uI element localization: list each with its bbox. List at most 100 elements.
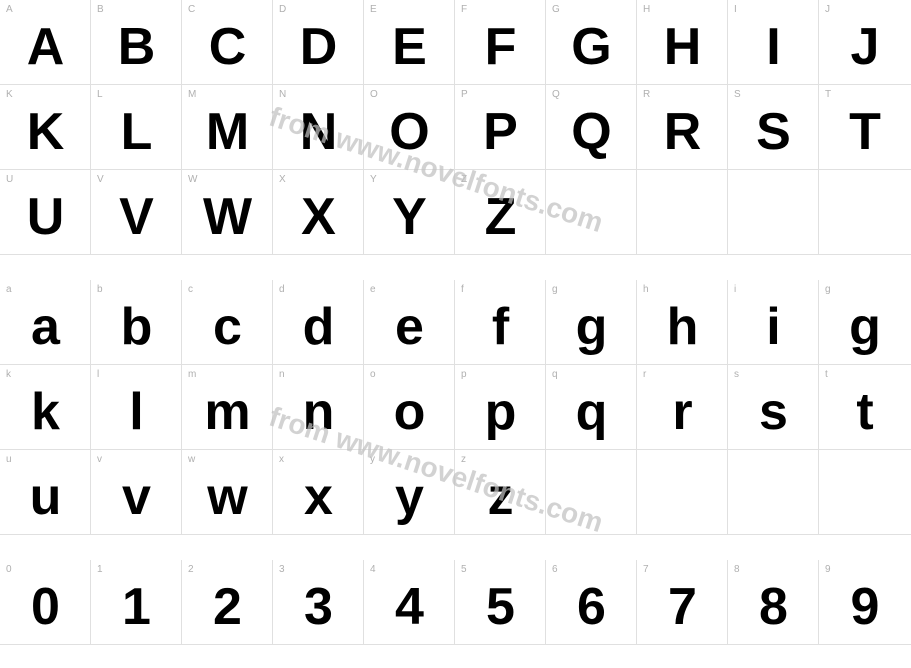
cell-label: q	[552, 369, 558, 380]
cell-glyph: U	[0, 170, 90, 254]
glyph-cell: YY	[364, 170, 455, 254]
cell-glyph: w	[182, 450, 272, 534]
cell-glyph: t	[819, 365, 910, 449]
cell-glyph: F	[455, 0, 545, 84]
glyph-cell	[728, 450, 819, 534]
glyph-cell: hh	[637, 280, 728, 364]
cell-glyph: K	[0, 85, 90, 169]
glyph-cell: pp	[455, 365, 546, 449]
cell-label: E	[370, 4, 377, 15]
cell-label: 7	[643, 564, 649, 575]
cell-label: b	[97, 284, 103, 295]
cell-glyph: f	[455, 280, 545, 364]
glyph-cell: ww	[182, 450, 273, 534]
cell-label: T	[825, 89, 831, 100]
cell-label: f	[461, 284, 464, 295]
cell-glyph: C	[182, 0, 272, 84]
glyph-cell	[728, 170, 819, 254]
cell-label: 6	[552, 564, 558, 575]
cell-label: P	[461, 89, 468, 100]
cell-label: 3	[279, 564, 285, 575]
cell-glyph: i	[728, 280, 818, 364]
glyph-cell: 88	[728, 560, 819, 644]
cell-glyph: 6	[546, 560, 636, 644]
cell-glyph: V	[91, 170, 181, 254]
cell-glyph: H	[637, 0, 727, 84]
cell-glyph: u	[0, 450, 90, 534]
cell-label: u	[6, 454, 12, 465]
glyph-cell: 44	[364, 560, 455, 644]
cell-glyph	[546, 170, 636, 254]
glyph-cell: HH	[637, 0, 728, 84]
cell-label: Y	[370, 174, 377, 185]
cell-label: U	[6, 174, 13, 185]
glyph-cell: uu	[0, 450, 91, 534]
cell-label: Z	[461, 174, 467, 185]
glyph-cell: JJ	[819, 0, 910, 84]
cell-label: v	[97, 454, 102, 465]
glyph-row: UUVVWWXXYYZZ	[0, 170, 911, 255]
glyph-cell: ZZ	[455, 170, 546, 254]
glyph-cell: vv	[91, 450, 182, 534]
cell-glyph: b	[91, 280, 181, 364]
cell-label: n	[279, 369, 285, 380]
cell-glyph: X	[273, 170, 363, 254]
glyph-cell: ll	[91, 365, 182, 449]
cell-label: w	[188, 454, 195, 465]
cell-glyph: 2	[182, 560, 272, 644]
cell-label: i	[734, 284, 736, 295]
cell-glyph: g	[819, 280, 910, 364]
cell-label: a	[6, 284, 12, 295]
cell-label: t	[825, 369, 828, 380]
glyph-cell	[546, 450, 637, 534]
cell-glyph: 1	[91, 560, 181, 644]
glyph-cell	[637, 170, 728, 254]
cell-label: z	[461, 454, 466, 465]
glyph-cell: 22	[182, 560, 273, 644]
glyph-cell: QQ	[546, 85, 637, 169]
glyph-cell: 33	[273, 560, 364, 644]
cell-label: x	[279, 454, 284, 465]
cell-label: h	[643, 284, 649, 295]
glyph-cell: SS	[728, 85, 819, 169]
glyph-cell: nn	[273, 365, 364, 449]
glyph-cell: oo	[364, 365, 455, 449]
cell-glyph: a	[0, 280, 90, 364]
cell-glyph: Z	[455, 170, 545, 254]
cell-label: 2	[188, 564, 194, 575]
glyph-row: KKLLMMNNOOPPQQRRSSTT	[0, 85, 911, 170]
glyph-cell: 55	[455, 560, 546, 644]
cell-glyph	[637, 450, 727, 534]
cell-glyph: d	[273, 280, 363, 364]
cell-label: 0	[6, 564, 12, 575]
cell-label: J	[825, 4, 830, 15]
cell-label: L	[97, 89, 103, 100]
cell-label: V	[97, 174, 104, 185]
cell-glyph: I	[728, 0, 818, 84]
glyph-cell: bb	[91, 280, 182, 364]
cell-label: N	[279, 89, 286, 100]
cell-label: F	[461, 4, 467, 15]
glyph-cell: TT	[819, 85, 910, 169]
glyph-row: kkllmmnnooppqqrrsstt	[0, 365, 911, 450]
cell-glyph	[819, 170, 910, 254]
glyph-cell: NN	[273, 85, 364, 169]
cell-glyph: L	[91, 85, 181, 169]
glyph-row: aabbccddeeffgghhiigg	[0, 280, 911, 365]
cell-label: r	[643, 369, 646, 380]
glyph-cell: xx	[273, 450, 364, 534]
cell-label: K	[6, 89, 13, 100]
glyph-cell: qq	[546, 365, 637, 449]
cell-label: X	[279, 174, 286, 185]
cell-label: 8	[734, 564, 740, 575]
cell-glyph: J	[819, 0, 910, 84]
cell-glyph: v	[91, 450, 181, 534]
glyph-cell: EE	[364, 0, 455, 84]
glyph-cell: FF	[455, 0, 546, 84]
glyph-cell: kk	[0, 365, 91, 449]
cell-label: l	[97, 369, 99, 380]
cell-glyph: q	[546, 365, 636, 449]
glyph-cell: gg	[546, 280, 637, 364]
cell-glyph: 4	[364, 560, 454, 644]
cell-glyph: 5	[455, 560, 545, 644]
